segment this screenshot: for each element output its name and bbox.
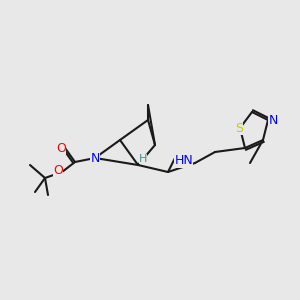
Text: H: H bbox=[139, 154, 147, 164]
Text: HN: HN bbox=[174, 154, 193, 167]
Text: O: O bbox=[53, 164, 63, 176]
Text: O: O bbox=[56, 142, 66, 154]
Text: S: S bbox=[235, 122, 243, 134]
Text: N: N bbox=[90, 152, 100, 164]
Text: N: N bbox=[268, 115, 278, 128]
